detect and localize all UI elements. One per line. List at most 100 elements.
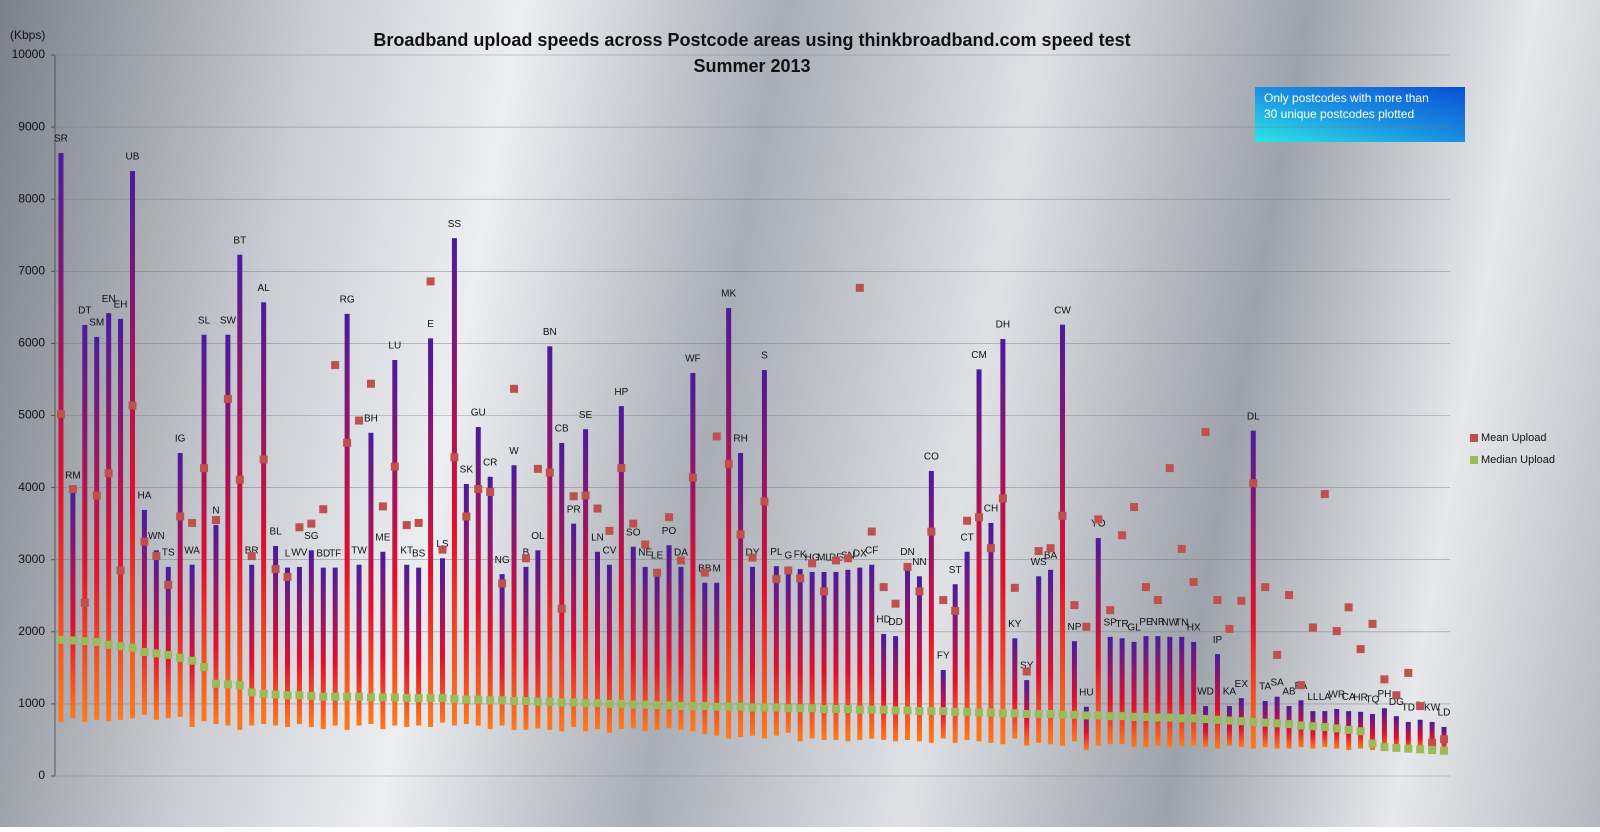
mean-marker xyxy=(188,518,197,527)
mean-marker xyxy=(843,554,852,563)
category-label: LL xyxy=(1307,692,1319,703)
mean-marker xyxy=(247,552,256,561)
median-marker xyxy=(164,650,173,659)
bar xyxy=(1036,576,1042,743)
bar xyxy=(559,442,565,732)
category-label: BS xyxy=(412,548,426,559)
mean-marker xyxy=(128,401,137,410)
y-tick-label: 4000 xyxy=(18,480,45,494)
median-marker xyxy=(426,694,435,703)
category-label: AL xyxy=(258,283,271,294)
category-label: CR xyxy=(483,457,497,468)
category-label: HR xyxy=(1353,692,1367,703)
category-label: CF xyxy=(865,545,878,556)
note-box xyxy=(1255,87,1465,142)
mean-marker xyxy=(1308,623,1317,632)
median-marker xyxy=(581,699,590,708)
median-marker xyxy=(1285,720,1294,729)
mean-marker xyxy=(474,485,483,494)
mean-marker xyxy=(963,516,972,525)
mean-marker xyxy=(784,566,793,575)
bar xyxy=(654,569,660,730)
mean-marker xyxy=(712,432,721,441)
median-marker xyxy=(140,647,149,656)
bar xyxy=(928,471,934,743)
mean-marker xyxy=(1380,675,1389,684)
mean-marker xyxy=(438,545,447,554)
bar xyxy=(404,564,410,727)
median-marker xyxy=(1332,724,1341,733)
bar xyxy=(797,569,803,742)
bar xyxy=(189,564,195,727)
mean-marker xyxy=(80,598,89,607)
median-marker xyxy=(533,697,542,706)
bar xyxy=(273,546,279,726)
mean-marker xyxy=(1261,583,1270,592)
median-marker xyxy=(843,704,852,713)
category-label: SW xyxy=(220,315,237,326)
median-marker xyxy=(200,663,209,672)
category-label: NW xyxy=(1161,617,1178,628)
median-marker xyxy=(748,703,757,712)
bar xyxy=(869,564,875,739)
bar xyxy=(785,569,791,733)
median-marker xyxy=(68,636,77,645)
bar xyxy=(714,582,720,736)
mean-marker xyxy=(176,512,185,521)
bar xyxy=(130,171,135,719)
category-label: DG xyxy=(1389,697,1404,708)
mean-marker xyxy=(903,562,912,571)
category-label: CA xyxy=(1342,692,1356,703)
mean-marker xyxy=(486,487,495,496)
bar xyxy=(118,318,124,720)
mean-marker xyxy=(760,497,769,506)
bar xyxy=(642,566,648,732)
category-label: EX xyxy=(1235,679,1249,690)
category-label: DX xyxy=(853,548,867,559)
category-label: CB xyxy=(555,424,569,435)
category-label: BL xyxy=(269,527,282,538)
bar xyxy=(285,567,290,727)
mean-marker xyxy=(1082,622,1091,631)
mean-marker xyxy=(271,565,280,574)
bar xyxy=(428,338,434,727)
category-label: PL xyxy=(770,547,783,558)
median-marker xyxy=(820,704,829,713)
mean-marker xyxy=(235,475,244,484)
category-label: KW xyxy=(1424,703,1441,714)
bar xyxy=(344,313,350,730)
bar xyxy=(225,334,231,726)
mean-marker xyxy=(1130,503,1139,512)
median-marker xyxy=(1308,722,1317,731)
category-label: HU xyxy=(1079,687,1093,698)
bar xyxy=(702,582,708,735)
category-label: N xyxy=(212,506,219,517)
median-marker xyxy=(283,691,292,700)
mean-marker xyxy=(1165,464,1174,473)
median-marker xyxy=(665,701,674,710)
median-marker xyxy=(796,704,805,713)
category-label: GL xyxy=(1127,623,1141,634)
bar xyxy=(237,254,243,730)
y-tick-label: 9000 xyxy=(18,119,45,133)
note-text: 30 unique postcodes plotted xyxy=(1264,107,1414,121)
bar xyxy=(308,550,314,727)
bar xyxy=(583,429,589,732)
bar xyxy=(1417,719,1423,751)
median-marker xyxy=(1058,710,1067,719)
bar xyxy=(606,564,612,733)
category-label: M xyxy=(713,563,721,574)
mean-marker xyxy=(724,459,733,468)
category-label: NR xyxy=(1151,617,1165,628)
bar xyxy=(320,567,326,730)
median-marker xyxy=(855,705,864,714)
median-marker xyxy=(259,689,268,698)
mean-marker xyxy=(653,568,662,577)
mean-marker xyxy=(1070,601,1079,610)
category-label: HG xyxy=(805,553,820,564)
mean-marker xyxy=(617,464,626,473)
category-label: WR xyxy=(1328,690,1345,701)
median-marker xyxy=(593,699,602,708)
mean-marker xyxy=(1237,596,1246,605)
category-label: AB xyxy=(1282,687,1296,698)
